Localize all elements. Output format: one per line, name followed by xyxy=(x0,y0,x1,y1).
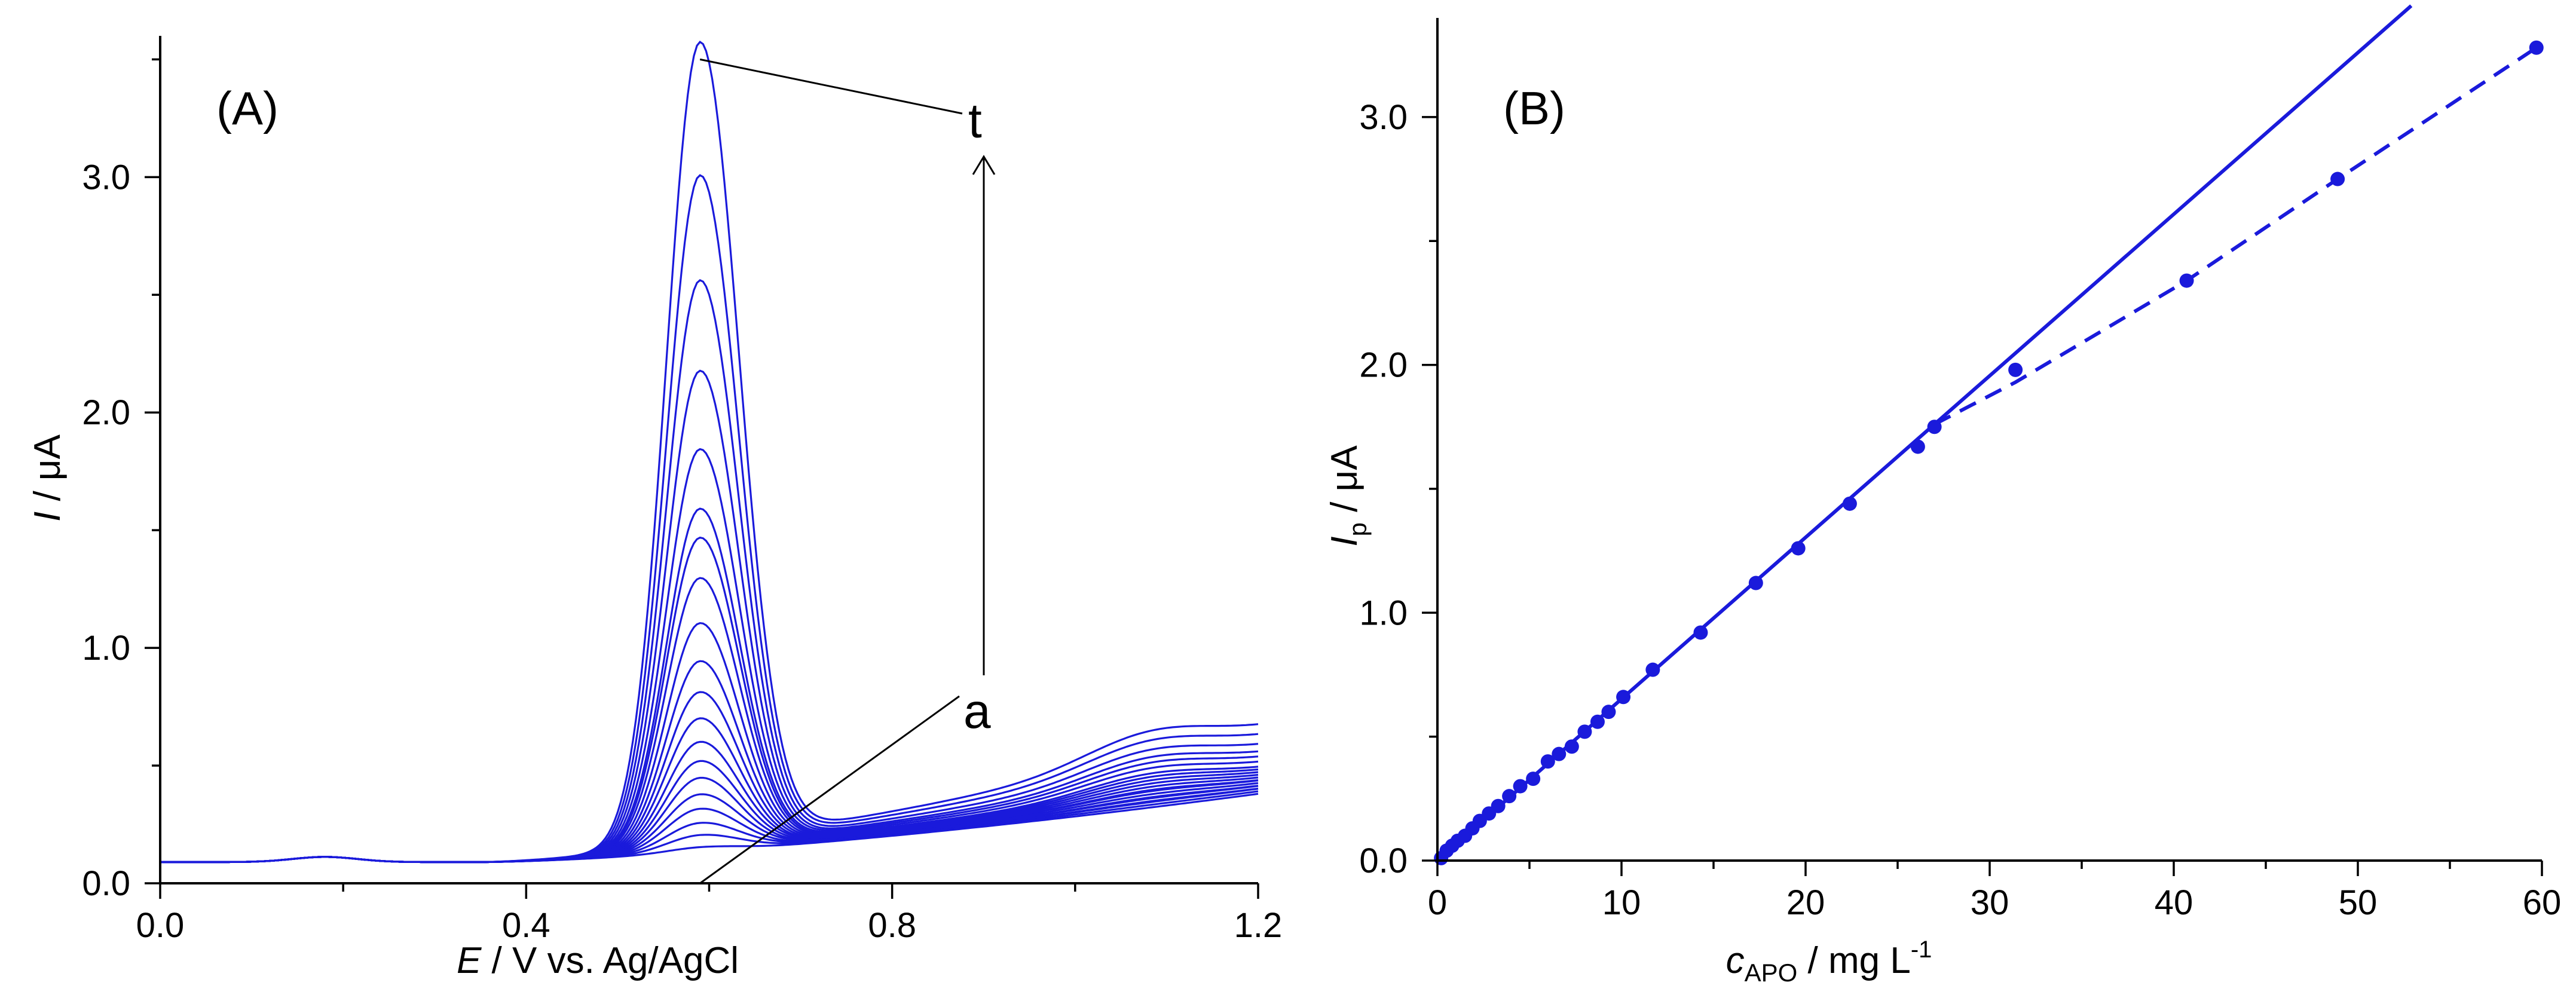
leader-line-a xyxy=(699,695,960,884)
data-point xyxy=(1693,625,1708,640)
panel-b-x-tick-label: 30 xyxy=(1971,883,2009,922)
data-point xyxy=(2179,273,2194,288)
panel-b-axes xyxy=(1436,18,2542,862)
panel-a-label: (A) xyxy=(216,82,279,134)
voltammogram-curves xyxy=(160,41,1259,864)
annotation-a: a xyxy=(963,684,991,739)
panel-b-y-tick-label: 0.0 xyxy=(1359,841,1408,880)
panel-a-annotations xyxy=(699,58,996,884)
data-point xyxy=(1910,439,1925,454)
data-point xyxy=(2008,362,2023,377)
data-point xyxy=(1842,496,1857,511)
panel-a-x-tick-label: 0.0 xyxy=(136,906,185,945)
data-point xyxy=(1513,779,1528,794)
panel-b-calibration: 0 10 20 30 40 50 60 0.0 1.0 2.0 3.0 (B) cAPO / mg … xyxy=(1324,4,2561,987)
data-point xyxy=(1564,739,1579,754)
annotation-t: t xyxy=(968,94,982,148)
data-point xyxy=(1616,690,1631,705)
voltammogram-j xyxy=(160,691,1259,864)
panel-b-x-tick-label: 10 xyxy=(1602,883,1641,922)
nonlinear-fit-line xyxy=(1933,46,2538,426)
data-point xyxy=(2529,40,2544,55)
panel-a-ticks: 0.0 0.4 0.8 1.2 0.0 1.0 2.0 3.0 xyxy=(82,58,1283,945)
panel-a-y-tick-label: 3.0 xyxy=(82,158,130,197)
panel-a-y-tick-label: 2.0 xyxy=(82,393,130,432)
panel-b-label: (B) xyxy=(1503,82,1565,134)
voltammogram-t xyxy=(160,41,1259,864)
calibration-lines xyxy=(1436,4,2538,862)
panel-a-x-tick-label: 1.2 xyxy=(1234,906,1283,945)
data-point xyxy=(1645,662,1660,677)
panel-a-y-axis-label: I / μA xyxy=(27,434,68,522)
data-point xyxy=(1577,724,1592,739)
voltammogram-l xyxy=(160,622,1259,864)
panel-b-x-tick-label: 50 xyxy=(2339,883,2378,922)
voltammogram-m xyxy=(160,577,1259,864)
panel-a-y-tick-label: 1.0 xyxy=(82,629,130,668)
voltammogram-q xyxy=(160,369,1259,864)
data-point xyxy=(2330,172,2345,186)
panel-a-x-axis-label: E / V vs. Ag/AgCl xyxy=(457,940,739,981)
panel-b-y-axis-label: Ip / μA xyxy=(1324,445,1372,547)
data-point xyxy=(1552,746,1567,761)
data-point xyxy=(1491,798,1506,813)
data-point xyxy=(1927,420,1942,434)
panel-a-voltammograms: 0.0 0.4 0.8 1.2 0.0 1.0 2.0 3.0 (A) t a E / V v… xyxy=(27,36,1282,981)
panel-a-y-tick-label: 0.0 xyxy=(82,864,130,903)
data-point xyxy=(1590,714,1605,729)
leader-line-t xyxy=(699,58,963,115)
panel-b-x-tick-label: 20 xyxy=(1786,883,1825,922)
panel-b-y-tick-label: 2.0 xyxy=(1359,346,1408,385)
arrow-head xyxy=(972,155,996,175)
panel-b-y-tick-label: 1.0 xyxy=(1359,593,1408,632)
panel-a-x-tick-label: 0.4 xyxy=(502,906,550,945)
panel-b-y-tick-label: 3.0 xyxy=(1359,98,1408,137)
panel-b-ticks: 0 10 20 30 40 50 60 0.0 1.0 2.0 3.0 xyxy=(1359,98,2561,922)
voltammogram-d xyxy=(160,787,1259,864)
data-point xyxy=(1791,541,1806,556)
panel-b-x-tick-label: 40 xyxy=(2155,883,2193,922)
data-point xyxy=(1526,772,1541,786)
voltammogram-k xyxy=(160,660,1259,864)
panel-b-x-tick-label: 60 xyxy=(2523,883,2562,922)
data-point xyxy=(1601,705,1616,720)
panel-b-x-axis-label: cAPO / mg L-1 xyxy=(1726,936,1932,987)
data-point xyxy=(1748,576,1763,590)
calibration-points xyxy=(1434,40,2544,865)
panel-a-x-tick-label: 0.8 xyxy=(868,906,916,945)
panel-b-x-tick-label: 0 xyxy=(1428,883,1447,922)
data-point xyxy=(1502,789,1517,804)
data-point xyxy=(1540,754,1555,769)
